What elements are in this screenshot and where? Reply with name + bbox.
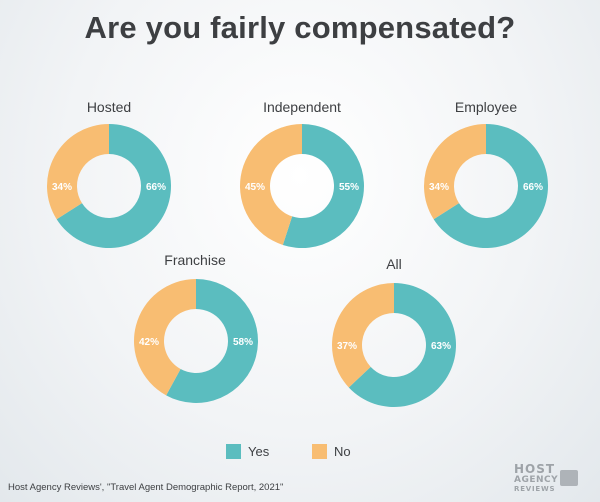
chart-label-independent: Independent (263, 99, 341, 115)
donut-chart-hosted: 66% 34% (47, 124, 171, 248)
donut-label-yes: 66% (146, 182, 166, 193)
host-agency-reviews-logo: HOST AGENCY REVIEWS (514, 462, 584, 496)
legend-label-yes: Yes (248, 444, 270, 459)
donut-chart-employee: 66% 34% (424, 124, 548, 248)
donut-label-no: 45% (245, 182, 265, 193)
legend-label-no: No (334, 444, 351, 459)
chart-label-employee: Employee (454, 99, 518, 115)
donut-label-no: 34% (52, 182, 72, 193)
donut-slice-no (332, 283, 394, 388)
donut-chart-franchise: 58% 42% (134, 279, 258, 403)
chart-title: Are you fairly compensated? (84, 10, 516, 45)
donut-slice-yes (166, 279, 258, 403)
donut-slice-no (134, 279, 196, 396)
donut-slice-yes (56, 124, 171, 248)
donut-label-yes: 55% (339, 182, 359, 193)
logo-text-line1: HOST (514, 462, 556, 476)
donut-slice-no (424, 124, 486, 220)
logo-text-line2: AGENCY (514, 475, 559, 485)
source-citation: Host Agency Reviews', "Travel Agent Demo… (8, 482, 284, 493)
donut-slice-yes (282, 124, 364, 248)
donut-label-no: 42% (139, 337, 159, 348)
donut-label-yes: 58% (233, 337, 253, 348)
donut-slice-no (47, 124, 109, 220)
donut-label-yes: 63% (431, 341, 451, 352)
donut-slice-yes (433, 124, 548, 248)
legend-swatch-yes (226, 444, 241, 459)
donut-chart-independent: 55% 45% (240, 124, 364, 248)
donut-label-no: 37% (337, 341, 357, 352)
donut-label-no: 34% (429, 182, 449, 193)
donut-slice-yes (348, 283, 456, 407)
chart-label-franchise: Franchise (164, 252, 226, 268)
logo-text-line3: REVIEWS (514, 485, 556, 493)
chart-label-hosted: Hosted (86, 99, 132, 115)
logo-briefcase-icon (560, 470, 578, 486)
donut-chart-all: 63% 37% (332, 283, 456, 407)
chart-label-all: All (386, 256, 402, 272)
donut-slice-no (240, 124, 302, 245)
donut-label-yes: 66% (523, 182, 543, 193)
legend-swatch-no (312, 444, 327, 459)
